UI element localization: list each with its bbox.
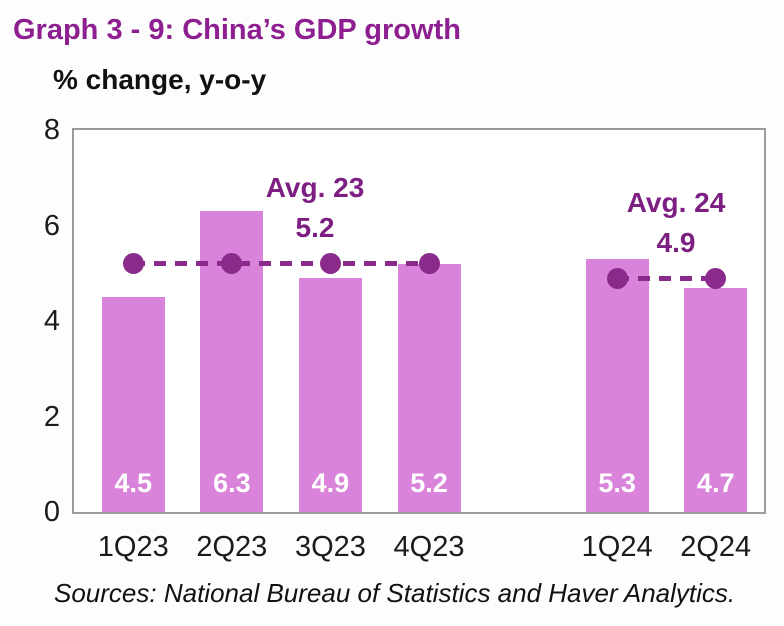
avg-2023-marker-dot — [221, 253, 243, 275]
avg-2024-label-line: Avg. 24 — [626, 187, 726, 218]
bar-2Q24: 4.7 — [684, 287, 748, 512]
chart-title: Graph 3 - 9: China’s GDP growth — [13, 14, 461, 46]
bar-4Q23: 5.2 — [397, 263, 461, 512]
bar-value-label: 5.2 — [410, 468, 448, 498]
bar-value-label: 5.3 — [598, 468, 636, 498]
avg-2023-label: Avg. 23 5.2 — [266, 168, 365, 248]
y-axis-unit-label: % change, y-o-y — [53, 64, 267, 95]
bar-value-label: 4.5 — [114, 468, 153, 498]
bar-value-label: 4.9 — [311, 468, 350, 498]
y-tick-label: 6 — [43, 209, 60, 242]
y-tick-label: 4 — [43, 305, 60, 337]
plot-area: 4.5 6.3 4.9 5.2 5.3 4.7 Avg. 23 5.2 Avg. 24 4.9 — [72, 128, 766, 514]
y-tick-label: 8 — [43, 114, 60, 146]
avg-2024-label: Avg. 24 4.9 — [627, 183, 726, 263]
bar-value-label: 4.7 — [696, 468, 735, 498]
x-tick-label-2Q23: 2Q23 — [196, 531, 268, 563]
bar-3Q23: 4.9 — [298, 278, 362, 512]
avg-2024-marker-dot — [705, 267, 727, 289]
x-tick-label-4Q23: 4Q23 — [393, 531, 465, 563]
bar-value-label: 6.3 — [213, 468, 251, 498]
x-tick-label-2Q24: 2Q24 — [680, 531, 752, 563]
y-tick-label: 2 — [43, 400, 60, 433]
avg-2023-marker-dot — [418, 253, 440, 275]
avg-2023-label-line: Avg. 23 — [265, 172, 365, 203]
avg-2024-marker-dot — [606, 267, 628, 289]
avg-2023-marker-dot — [122, 253, 144, 275]
bar-1Q24: 5.3 — [585, 258, 649, 512]
x-tick-label-1Q24: 1Q24 — [581, 531, 653, 563]
avg-2023-dashed-line — [133, 261, 429, 267]
x-tick-label-1Q23: 1Q23 — [97, 531, 169, 563]
x-tick-label-3Q23: 3Q23 — [294, 531, 366, 563]
avg-2024-label-line: 4.9 — [656, 227, 696, 258]
avg-2024-dashed-line — [617, 275, 716, 281]
avg-2023-marker-dot — [319, 253, 341, 275]
avg-2023-label-line: 5.2 — [295, 212, 335, 243]
bar-1Q23: 4.5 — [101, 297, 165, 512]
y-tick-label: 0 — [43, 496, 60, 528]
source-note: Sources: National Bureau of Statistics a… — [54, 578, 736, 608]
